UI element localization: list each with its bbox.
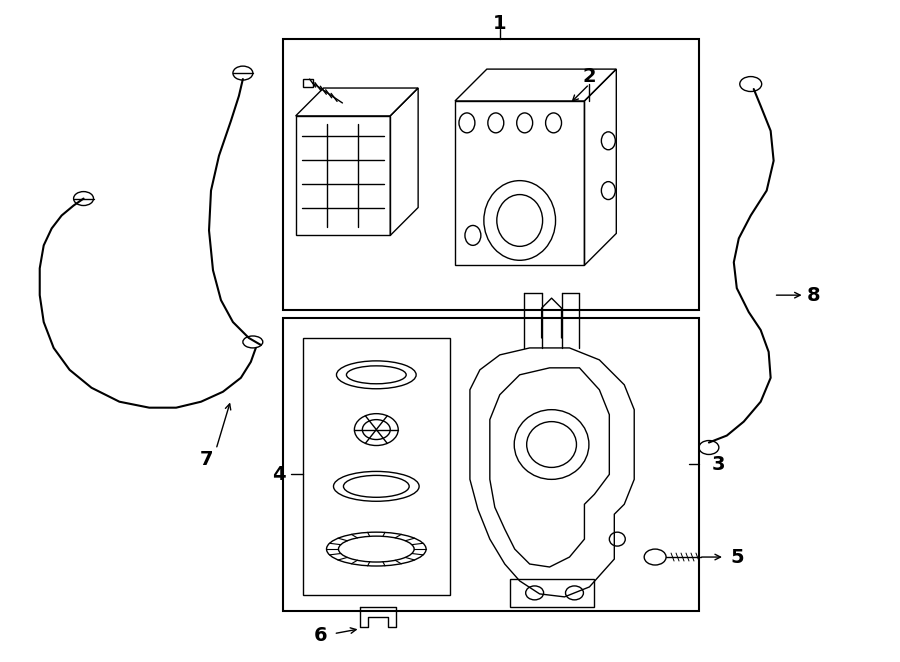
- Text: 1: 1: [493, 14, 507, 33]
- Text: 4: 4: [272, 465, 285, 484]
- Text: 2: 2: [582, 67, 596, 85]
- Text: 8: 8: [806, 285, 820, 305]
- Text: 3: 3: [712, 455, 725, 474]
- Text: 7: 7: [199, 450, 212, 469]
- Bar: [302, 338, 450, 595]
- Bar: [296, 116, 391, 236]
- Bar: [302, 79, 312, 87]
- Bar: [283, 318, 699, 611]
- Text: 5: 5: [730, 547, 743, 567]
- Bar: [455, 101, 584, 265]
- Text: 6: 6: [314, 626, 328, 645]
- Bar: [509, 579, 594, 607]
- Bar: [283, 39, 699, 310]
